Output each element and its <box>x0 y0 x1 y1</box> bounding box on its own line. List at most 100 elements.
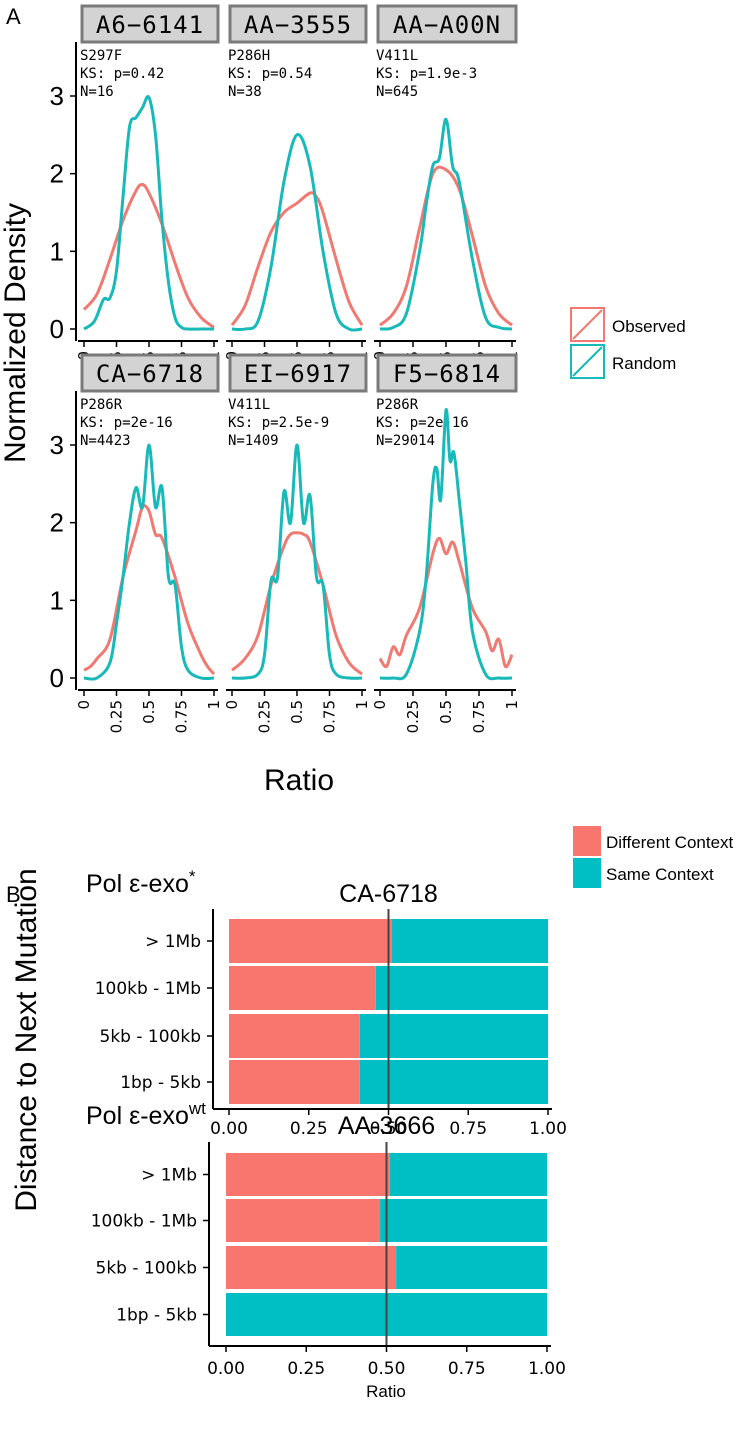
bar-same <box>396 1246 547 1289</box>
bar-subplot-AA-3666: Pol ε-exowt AA-3666 > 1Mb 100kb - 1Mb 5kb - … <box>86 1099 566 1379</box>
y-axis-title: Normalized Density <box>0 203 32 463</box>
facet-n: N=16 <box>80 84 114 100</box>
bar-different <box>226 1199 381 1242</box>
facet-ks: KS: p=2.5e-9 <box>228 415 329 431</box>
facet-strip <box>228 353 368 393</box>
legend-swatch-same <box>573 858 601 888</box>
density-line-observed <box>231 531 363 676</box>
density-line-random <box>379 408 513 681</box>
density-line-random <box>379 117 513 331</box>
x-tick-label: 1 <box>205 700 223 710</box>
subplot-label: Pol ε-exo* <box>86 867 196 898</box>
bar-different <box>229 966 376 1010</box>
x-tick-label: 1.00 <box>528 1359 566 1379</box>
facet-n: N=645 <box>376 84 418 100</box>
subplot-label-main: Pol ε-exo <box>86 1102 189 1130</box>
facet-n: N=29014 <box>376 433 435 449</box>
density-line-random <box>83 443 215 681</box>
x-tick-label: 0.50 <box>368 1359 406 1379</box>
category-label: > 1Mb <box>145 932 201 952</box>
legend-label-different: Different Context <box>606 833 734 852</box>
category-label: 5kb - 100kb <box>96 1259 197 1279</box>
subplot-title: AA-3666 <box>338 1112 435 1140</box>
facet-ks: KS: p=2e-16 <box>80 415 173 431</box>
x-tick-label: 0.25 <box>256 700 274 733</box>
panel-a-letter: A <box>6 4 21 29</box>
facet-F5−6814: F5−6814 P286R KS: p=2e-16 N=29014 0 0.25 0.5 0.… <box>371 353 521 733</box>
facet-title: F5−6814 <box>393 360 501 388</box>
legend-a: Observed Random <box>570 307 686 379</box>
bar-same <box>359 1060 548 1104</box>
x-tick-label: 0.5 <box>140 700 158 724</box>
x-tick-label: 0.25 <box>287 1359 325 1379</box>
panel-b-stacked-bars: Different Context Same Context Distance to… <box>10 826 734 1401</box>
facet-strip <box>376 353 518 393</box>
x-tick-label: 1 <box>353 700 371 710</box>
subplot-label: Pol ε-exowt <box>86 1099 206 1130</box>
x-tick-label: 0.25 <box>404 700 422 733</box>
category-label: 100kb - 1Mb <box>91 1212 197 1232</box>
facet-ks: KS: p=0.54 <box>228 66 312 82</box>
facet-ks: KS: p=2e-16 <box>376 415 469 431</box>
x-tick-label: 0.25 <box>108 700 126 733</box>
x-tick-label: 0 <box>75 700 93 710</box>
y-tick-label: 3 <box>50 430 64 460</box>
bar-same <box>391 919 548 963</box>
legend-label-same: Same Context <box>606 865 714 884</box>
subplot-label-sup: * <box>189 867 196 886</box>
density-line-observed <box>82 182 215 329</box>
x-tick-label: 0.00 <box>210 1119 248 1139</box>
bar-same <box>375 966 548 1010</box>
facet-mutation: P286H <box>228 48 270 64</box>
panel-b-letter: B <box>6 882 21 907</box>
density-line-random <box>83 95 214 331</box>
y-tick-label: 0 <box>50 663 64 693</box>
category-label: 100kb - 1Mb <box>95 979 201 999</box>
facet-n: N=38 <box>228 84 262 100</box>
x-tick-label: 1.00 <box>529 1119 567 1139</box>
facet-ks: KS: p=1.9e-3 <box>376 66 477 82</box>
x-tick-label: 1 <box>503 700 521 710</box>
bar-different <box>229 1060 360 1104</box>
facet-EI−6917: EI−6917 V411L KS: p=2.5e-9 N=1409 0 0.25 0.5 0.… <box>223 353 371 733</box>
category-label: 1bp - 5kb <box>120 1073 201 1093</box>
density-line-observed <box>230 191 364 326</box>
legend-label-observed: Observed <box>612 317 686 336</box>
density-line-observed <box>378 536 514 669</box>
facet-CA−6718: CA−6718 P286R KS: p=2e-16 N=4423 0 0.25 0.5 0.7… <box>50 353 223 733</box>
bar-same <box>380 1199 547 1242</box>
legend-b: Different Context Same Context <box>573 826 734 888</box>
x-tick-label: 0.5 <box>437 700 455 724</box>
facet-strip <box>80 4 220 44</box>
facet-title: AA−A00N <box>393 11 501 39</box>
legend-key-line-random <box>572 346 603 377</box>
y-tick-label: 1 <box>50 585 64 615</box>
x-tick-label: 0.25 <box>290 1119 328 1139</box>
bar-different <box>229 1014 360 1058</box>
y-tick-label: 0 <box>50 314 64 344</box>
facet-ks: KS: p=0.42 <box>80 66 164 82</box>
x-axis-title-b: Ratio <box>366 1382 406 1401</box>
y-tick-label: 2 <box>50 508 64 538</box>
category-label: > 1Mb <box>141 1166 197 1186</box>
subplot-label-sup: wt <box>188 1099 206 1118</box>
facet-strip <box>228 4 368 44</box>
bar-different <box>226 1153 390 1196</box>
facet-mutation: V411L <box>228 397 270 413</box>
legend-key-line-observed <box>572 309 603 340</box>
density-line-random <box>231 133 363 332</box>
density-line-observed <box>83 504 216 676</box>
panel-a-density-facets: Normalized Density A6−6141 S297F KS: p=0.42… <box>0 4 686 797</box>
facet-mutation: P286R <box>376 397 419 413</box>
facet-title: EI−6917 <box>244 360 352 388</box>
facet-mutation: S297F <box>80 48 122 64</box>
density-line-observed <box>379 165 513 327</box>
facet-mutation: V411L <box>376 48 418 64</box>
facet-strip <box>376 4 518 44</box>
legend-label-random: Random <box>612 354 676 373</box>
x-tick-label: 0.75 <box>470 700 488 733</box>
bar-same <box>359 1014 548 1058</box>
